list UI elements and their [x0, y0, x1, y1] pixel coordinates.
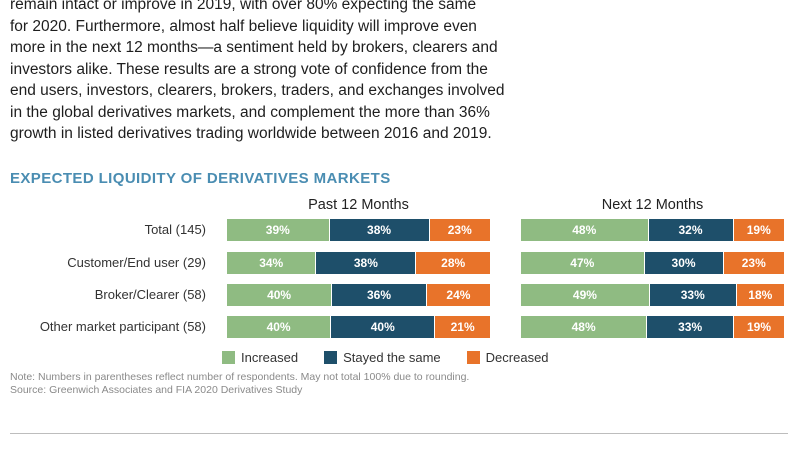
divider-rule [10, 433, 788, 434]
intro-line: end users, investors, clearers, brokers,… [10, 82, 505, 99]
stacked-bar: 49% 33% 18% [521, 284, 784, 306]
bar-segment: 48% [521, 316, 648, 338]
category-label: Total (145) [144, 222, 206, 237]
legend-swatch [324, 351, 338, 364]
stacked-bar: 47% 30% 23% [521, 252, 784, 274]
stacked-bar: 34% 38% 28% [227, 252, 490, 274]
intro-line: remain intact or improve in 2019, with o… [10, 0, 477, 13]
stacked-bar: 48% 33% 19% [521, 316, 784, 338]
bar-segment: 40% [227, 316, 332, 338]
note-text: Note: Numbers in parentheses reflect num… [10, 371, 470, 383]
category-label: Broker/Clearer (58) [94, 287, 206, 302]
bar-segment: 32% [648, 219, 734, 241]
bar-segment: 34% [227, 252, 317, 274]
panel-title: Past 12 Months [308, 197, 409, 213]
legend-label: Stayed the same [343, 350, 441, 365]
bar-segment: 19% [733, 219, 784, 241]
intro-line: growth in listed derivatives trading wor… [10, 125, 492, 142]
bar-segment: 38% [316, 252, 417, 274]
bar-segment: 49% [521, 284, 650, 306]
bar-segment: 39% [227, 219, 330, 241]
legend-label: Increased [241, 350, 299, 365]
bar-segment: 33% [649, 284, 737, 306]
intro-paragraph: remain intact or improve in 2019, with o… [10, 0, 570, 145]
bar-segment: 47% [521, 252, 645, 274]
stacked-bar: 40% 36% 24% [227, 284, 490, 306]
intro-line: more in the next 12 months—a sentiment h… [10, 39, 498, 56]
legend-swatch [222, 351, 235, 364]
bar-segment: 33% [647, 316, 735, 338]
stacked-bar: 39% 38% 23% [227, 219, 490, 241]
bar-segment: 23% [723, 252, 784, 274]
legend-swatch [466, 351, 480, 364]
bar-segment: 40% [331, 316, 436, 338]
bar-segment: 30% [644, 252, 724, 274]
intro-line: in the global derivatives markets, and c… [10, 103, 490, 121]
bar-segment: 19% [734, 316, 784, 338]
chart-title: EXPECTED LIQUIDITY OF DERIVATIVES MARKET… [10, 170, 391, 187]
bar-segment: 23% [429, 219, 490, 241]
stacked-bar: 48% 32% 19% [521, 219, 784, 241]
bar-segment: 18% [736, 284, 784, 306]
panel-title: Next 12 Months [601, 197, 704, 213]
source-text: Source: Greenwich Associates and FIA 202… [10, 384, 303, 396]
intro-line: for 2020. Furthermore, almost half belie… [10, 17, 477, 35]
category-label: Customer/End user (29) [67, 255, 206, 270]
legend-item: Stayed the same [324, 350, 441, 365]
bar-segment: 28% [416, 252, 490, 274]
bar-segment: 36% [332, 284, 427, 306]
bar-segment: 48% [521, 219, 649, 241]
bar-segment: 21% [435, 316, 490, 338]
bar-segment: 24% [426, 284, 490, 306]
stacked-bar: 40% 40% 21% [227, 316, 490, 338]
chart-legend: Increased Stayed the same Decreased [222, 350, 549, 365]
legend-item: Decreased [466, 350, 549, 365]
chart-notes: Note: Numbers in parentheses reflect num… [10, 371, 469, 397]
bar-segment: 38% [329, 219, 430, 241]
intro-line: investors alike. These results are a str… [10, 60, 488, 78]
legend-label: Decreased [485, 350, 549, 365]
legend-item: Increased [222, 350, 298, 365]
bar-segment: 40% [227, 284, 333, 306]
category-label: Other market participant (58) [39, 319, 206, 334]
